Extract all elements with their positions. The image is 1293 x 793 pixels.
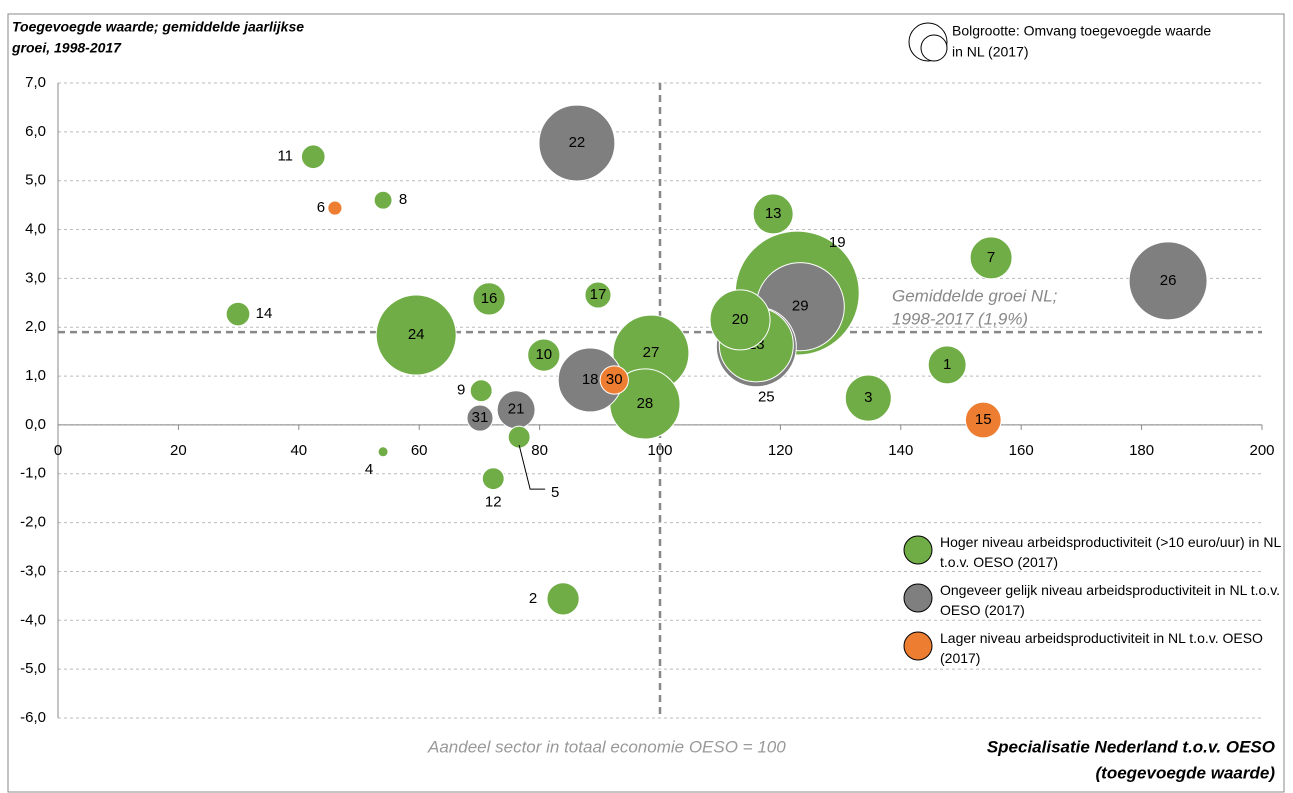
x-tick-label: 80 (531, 442, 548, 459)
y-tick-label: 5,0 (25, 172, 46, 189)
x-tick-label: 160 (1009, 442, 1034, 459)
bubble (752, 193, 794, 235)
bubble-label: 30 (606, 371, 623, 388)
bubble (927, 345, 967, 385)
bubble-label: 4 (365, 461, 373, 478)
x-tick-label: 40 (290, 442, 307, 459)
size-note: Bolgrootte: Omvang toegevoegde waarde (952, 23, 1211, 39)
bubble-label: 13 (765, 205, 782, 222)
bubble-label: 25 (758, 389, 775, 406)
annotation: 1998-2017 (1,9%) (892, 309, 1028, 328)
bubble-label: 9 (457, 382, 465, 399)
x-label: Specialisatie Nederland t.o.v. OESO (987, 737, 1275, 756)
bubble-label: 14 (256, 305, 273, 322)
x-tick-label: 180 (1129, 442, 1154, 459)
bubble-label: 31 (472, 409, 489, 426)
bubble-label: 19 (829, 234, 846, 251)
bubble-label: 5 (551, 484, 559, 501)
bubble (709, 289, 771, 351)
bubble-label: 28 (637, 395, 654, 412)
bubble (969, 236, 1013, 280)
bubble (300, 144, 326, 170)
annotation: Aandeel sector in totaal economie OESO =… (427, 737, 786, 756)
y-tick-label: -2,0 (20, 514, 46, 531)
x-tick-label: 200 (1249, 442, 1274, 459)
y-tick-label: 4,0 (25, 221, 46, 238)
x-tick-label: 100 (647, 442, 672, 459)
bubble (481, 467, 505, 491)
bubble (225, 301, 251, 327)
y-tick-label: -3,0 (20, 562, 46, 579)
y-tick-label: 6,0 (25, 123, 46, 140)
y-label: Toegevoegde waarde; gemiddelde jaarlijks… (12, 19, 304, 35)
bubble (844, 374, 892, 422)
y-tick-label: 3,0 (25, 269, 46, 286)
bubble-label: 15 (975, 411, 992, 428)
bubble-label: 24 (408, 326, 425, 343)
legend-label: Lager niveau arbeidsproductiviteit in NL… (940, 630, 1263, 666)
y-label: groei, 1998-2017 (11, 40, 122, 56)
size-icon (920, 34, 948, 62)
bubble-label: 11 (277, 148, 293, 165)
bubble-label: 22 (569, 134, 586, 151)
bubble (538, 104, 616, 182)
legend-swatch (903, 583, 933, 613)
bubble-label: 29 (792, 298, 809, 315)
bubble (375, 294, 457, 376)
bubble-label: 20 (732, 311, 749, 328)
bubble-label: 3 (864, 389, 872, 406)
bubble (964, 401, 1002, 439)
y-tick-label: 1,0 (25, 367, 46, 384)
bubble (507, 425, 531, 449)
annotation: Gemiddelde groei NL; (892, 286, 1058, 305)
bubble (466, 404, 494, 432)
x-tick-label: 0 (54, 442, 62, 459)
size-note: in NL (2017) (952, 44, 1029, 60)
x-tick-label: 60 (411, 442, 428, 459)
x-label: (toegevoegde waarde) (1096, 763, 1276, 782)
x-tick-label: 120 (768, 442, 793, 459)
leader-line (518, 445, 546, 490)
y-tick-label: -1,0 (20, 465, 46, 482)
bubble-label: 7 (987, 249, 995, 266)
bubble-label: 12 (485, 494, 502, 511)
bubble-label: 10 (535, 346, 552, 363)
bubble-label: 8 (399, 191, 407, 208)
bubble (472, 282, 506, 316)
bubble (377, 446, 389, 458)
legend-swatch (903, 535, 933, 565)
bubble (584, 281, 612, 309)
bubble-label: 18 (582, 371, 599, 388)
y-tick-label: -5,0 (20, 660, 46, 677)
bubble-label: 16 (481, 290, 498, 307)
bubble (599, 365, 629, 395)
legend-swatch (903, 631, 933, 661)
y-tick-label: 0,0 (25, 416, 46, 433)
y-tick-label: 2,0 (25, 318, 46, 335)
legend-label: Ongeveer gelijk niveau arbeidsproductivi… (940, 582, 1281, 618)
x-tick-label: 20 (170, 442, 187, 459)
frame (7, 13, 1285, 793)
y-tick-label: 7,0 (25, 74, 46, 91)
y-tick-label: -6,0 (20, 709, 46, 726)
y-tick-label: -4,0 (20, 611, 46, 628)
bubble (527, 338, 561, 372)
bubble-label: 6 (317, 199, 325, 216)
bubble-label: 1 (943, 356, 951, 373)
bubble-label: 21 (508, 401, 525, 418)
bubble-label: 26 (1160, 272, 1177, 289)
bubble-label: 27 (643, 344, 660, 361)
bubble-label: 2 (529, 590, 537, 607)
bubble (469, 379, 493, 403)
bubble (373, 190, 393, 210)
bubble (1128, 241, 1208, 321)
x-tick-label: 140 (888, 442, 913, 459)
legend-label: Hoger niveau arbeidsproductiviteit (>10 … (940, 534, 1281, 570)
bubble (546, 582, 580, 616)
bubble (327, 200, 343, 216)
bubble-label: 17 (590, 286, 607, 303)
